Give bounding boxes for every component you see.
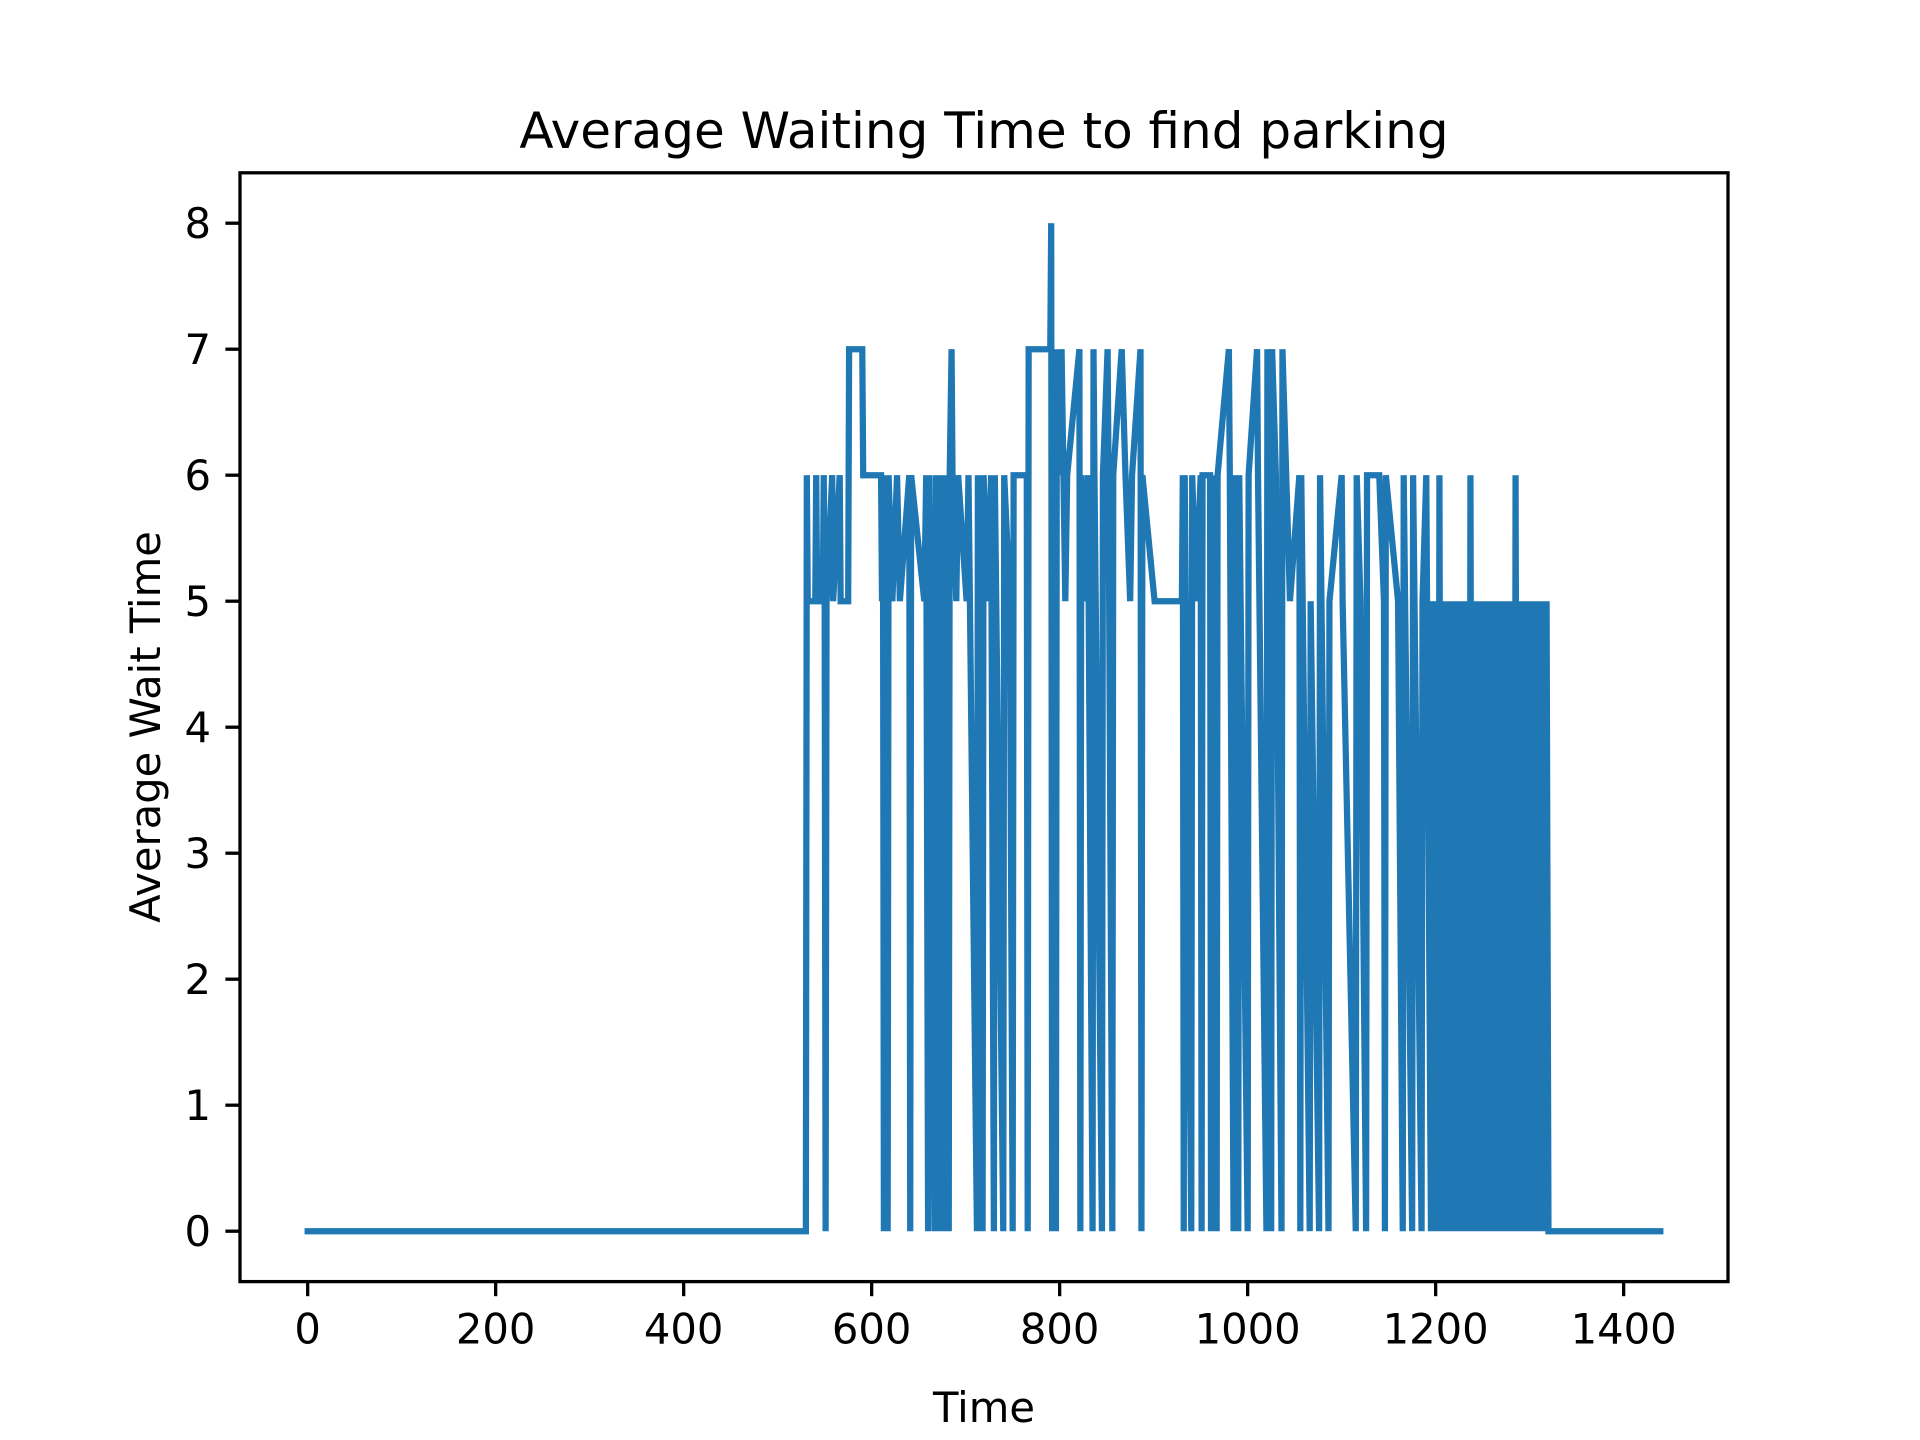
data-line xyxy=(304,223,1664,1235)
x-tick-label: 1000 xyxy=(1195,1305,1301,1354)
y-axis-label: Average Wait Time xyxy=(121,531,170,923)
y-tick-label: 6 xyxy=(184,451,211,500)
chart-title: Average Waiting Time to find parking xyxy=(519,102,1448,160)
y-tick-label: 2 xyxy=(184,955,211,1004)
y-tick-label: 7 xyxy=(184,325,211,374)
plot-frame xyxy=(238,171,1730,1284)
y-tick-label: 8 xyxy=(184,199,211,248)
x-tick-label: 200 xyxy=(456,1305,536,1354)
x-tick-label: 1200 xyxy=(1383,1305,1489,1354)
x-tick-label: 1400 xyxy=(1571,1305,1677,1354)
y-tick-label: 5 xyxy=(184,577,211,626)
y-tick-label: 0 xyxy=(184,1207,211,1256)
x-tick-label: 600 xyxy=(832,1305,912,1354)
y-tick-label: 3 xyxy=(184,829,211,878)
y-tick-label: 4 xyxy=(184,703,211,752)
x-axis-label: Time xyxy=(932,1383,1035,1432)
y-tick-label: 1 xyxy=(184,1081,211,1130)
x-tick-label: 0 xyxy=(294,1305,321,1354)
x-tick-label: 400 xyxy=(644,1305,724,1354)
x-tick-label: 800 xyxy=(1020,1305,1100,1354)
